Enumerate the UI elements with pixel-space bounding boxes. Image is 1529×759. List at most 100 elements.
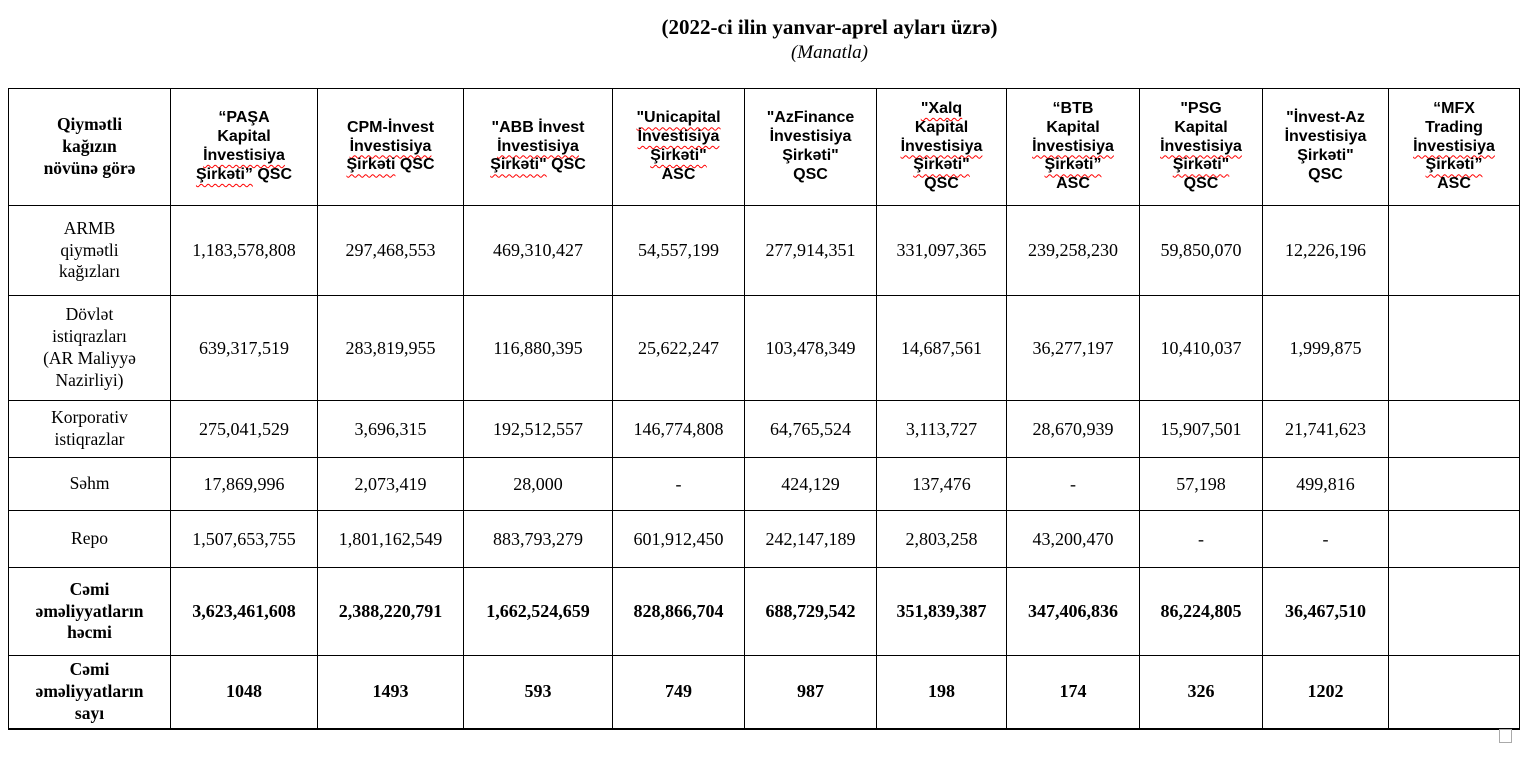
misspelled-word: Şirkəti” — [195, 165, 253, 183]
row-label: Dövlət istiqrazları (AR Maliyyə Nazirliy… — [8, 295, 171, 401]
header-word: Kapital — [914, 118, 969, 136]
value-cell — [1388, 205, 1520, 296]
value-cell: 331,097,365 — [876, 205, 1007, 296]
row-label: Cəmi əməliyyatların sayı — [8, 655, 171, 730]
misspelled-word: "Unicapital — [636, 109, 721, 127]
header-word: QSC — [924, 175, 959, 193]
header-word: İnvestisiya — [769, 128, 852, 146]
corner-header-security-type: Qiymətli kağızın növünə görə — [8, 88, 171, 206]
company-header-line: İnvestisiya — [1144, 138, 1258, 157]
misspelled-word: Şirkəti" — [913, 156, 970, 174]
header-word: QSC — [1183, 175, 1219, 193]
table-row-1: ARMB qiymətli kağızları 1,183,578,808 297,… — [8, 205, 1520, 296]
value-cell: 10,410,037 — [1139, 295, 1263, 401]
misspelled-word: Şirkəti" — [1172, 156, 1230, 174]
document-header: (2022-ci ilin yanvar-aprel ayları üzrə) … — [0, 0, 1529, 65]
misspelled-word: İnvestisiya — [349, 137, 432, 155]
value-cell: 469,310,427 — [463, 205, 613, 296]
value-cell: 2,073,419 — [317, 457, 464, 511]
row-label: ARMB qiymətli kağızları — [8, 205, 171, 296]
header-word: "AzFinance — [766, 109, 855, 127]
company-header-line: QSC — [881, 175, 1002, 194]
company-header-line: İnvestisiya — [617, 128, 740, 147]
company-header-6: "Xalq Kapital İnvestisiya Şirkəti" QSC — [876, 88, 1007, 206]
value-cell: 2,388,220,791 — [317, 567, 464, 656]
company-header-line: "ABB İnvest — [468, 119, 608, 138]
company-header-2: CPM-İnvest İnvestisiya Şirkəti QSC — [317, 88, 464, 206]
misspelled-word: İnvestisiya — [637, 128, 720, 146]
value-cell: 987 — [744, 655, 877, 730]
value-cell: 21,741,623 — [1262, 400, 1389, 458]
value-cell: 17,869,996 — [170, 457, 318, 511]
value-cell: 116,880,395 — [463, 295, 613, 401]
header-word: “BTB — [1052, 99, 1094, 117]
value-cell: 1202 — [1262, 655, 1389, 730]
value-cell: 601,912,450 — [612, 510, 745, 568]
company-header-line: Kapital — [1011, 119, 1135, 138]
misspelled-word: İnvestisiya — [1032, 137, 1114, 155]
misspelled-word: İnvestisiya — [1160, 137, 1242, 155]
company-header-line: İnvestisiya — [175, 147, 313, 166]
value-cell: 28,670,939 — [1006, 400, 1140, 458]
header-word: “MFX — [1433, 99, 1475, 117]
header-word: "İnvest-Az — [1286, 109, 1365, 127]
value-cell: 43,200,470 — [1006, 510, 1140, 568]
value-cell — [1388, 567, 1520, 656]
value-cell: 239,258,230 — [1006, 205, 1140, 296]
company-header-line: QSC — [1144, 175, 1258, 194]
header-word: QSC — [546, 156, 586, 174]
value-cell — [1388, 295, 1520, 401]
value-cell — [1388, 655, 1520, 730]
company-header-line: Şirkəti" — [617, 147, 740, 166]
company-header-line: İnvestisiya — [881, 138, 1002, 157]
value-cell: - — [1262, 510, 1389, 568]
header-word: “PAŞA — [218, 109, 270, 127]
value-cell: 424,129 — [744, 457, 877, 511]
value-cell — [1388, 400, 1520, 458]
header-word: "ABB İnvest — [491, 118, 585, 136]
value-cell: 883,793,279 — [463, 510, 613, 568]
misspelled-word: Şirkəti” — [1425, 156, 1483, 174]
company-header-line: "İnvest-Az — [1267, 109, 1384, 128]
misspelled-word: "Xalq — [920, 99, 963, 117]
value-cell: 15,907,501 — [1139, 400, 1263, 458]
value-cell: - — [1139, 510, 1263, 568]
header-word: Kapital — [217, 128, 271, 146]
value-cell: 1,183,578,808 — [170, 205, 318, 296]
value-cell: 14,687,561 — [876, 295, 1007, 401]
header-word: QSC — [1308, 165, 1343, 183]
company-header-8: "PSG Kapital İnvestisiya Şirkəti" QSC — [1139, 88, 1263, 206]
header-word: QSC — [793, 165, 828, 183]
value-cell: 1,999,875 — [1262, 295, 1389, 401]
company-header-line: ASC — [617, 166, 740, 185]
page-title: (2022-ci ilin yanvar-aprel ayları üzrə) — [661, 15, 998, 39]
company-header-line: “MFX — [1393, 100, 1515, 119]
value-cell: 12,226,196 — [1262, 205, 1389, 296]
value-cell: 192,512,557 — [463, 400, 613, 458]
company-header-line: Şirkəti" — [1267, 147, 1384, 166]
misspelled-word: Şirkəti — [346, 156, 396, 174]
company-header-line: "Xalq — [881, 100, 1002, 119]
company-header-line: CPM-İnvest — [322, 119, 459, 138]
misspelled-word: Şirkəti” — [1044, 156, 1102, 174]
header-word: "PSG — [1180, 99, 1222, 117]
page-subtitle: (Manatla) — [790, 42, 869, 63]
header-word: ASC — [1437, 175, 1471, 193]
value-cell: 639,317,519 — [170, 295, 318, 401]
header-word: CPM-İnvest — [346, 118, 435, 136]
value-cell: 1,507,653,755 — [170, 510, 318, 568]
table-header: Qiymətli kağızın növünə görə “PAŞA Kapital… — [8, 88, 1520, 206]
value-cell: 1,801,162,549 — [317, 510, 464, 568]
value-cell: 347,406,836 — [1006, 567, 1140, 656]
value-cell — [1388, 510, 1520, 568]
company-header-5: "AzFinance İnvestisiya Şirkəti" QSC — [744, 88, 877, 206]
company-header-line: Şirkəti" QSC — [468, 156, 608, 175]
value-cell: 3,696,315 — [317, 400, 464, 458]
misspelled-word: Şirkəti" — [490, 156, 547, 174]
company-header-line: Şirkəti QSC — [322, 156, 459, 175]
row-label: Cəmi əməliyyatların həcmi — [8, 567, 171, 656]
company-header-line: İnvestisiya — [322, 138, 459, 157]
value-cell: 3,623,461,608 — [170, 567, 318, 656]
company-header-line: Şirkəti” — [1393, 156, 1515, 175]
company-header-10: “MFX Trading İnvestisiya Şirkəti” ASC — [1388, 88, 1520, 206]
